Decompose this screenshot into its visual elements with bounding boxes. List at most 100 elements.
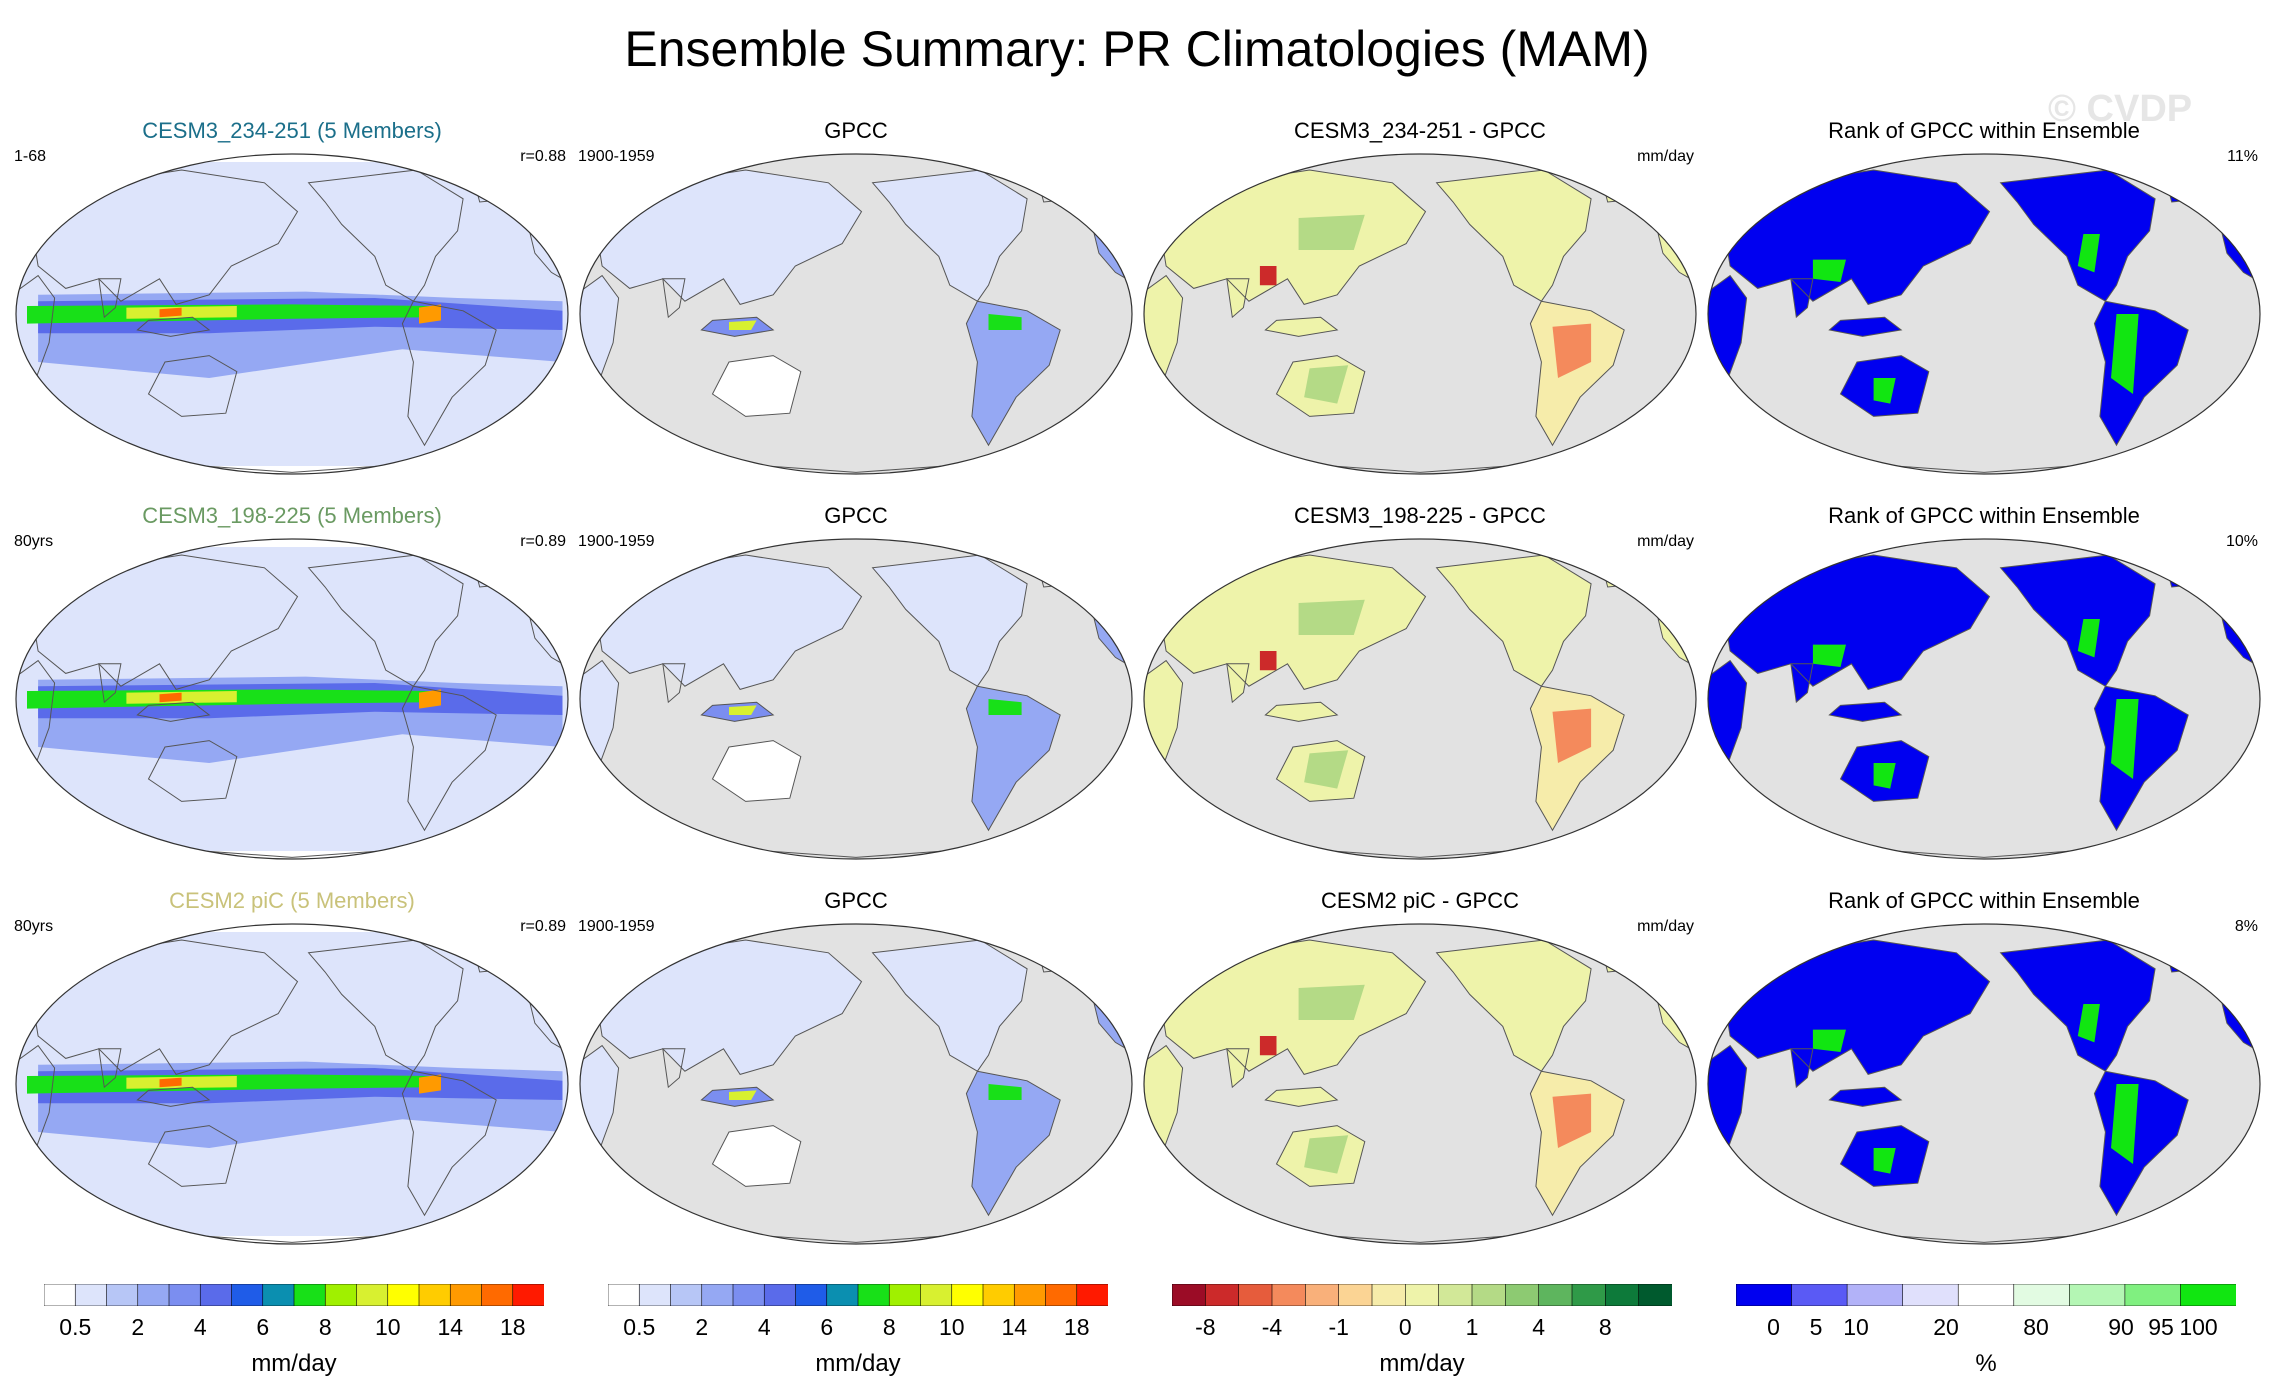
coastline-namerica [1999,939,2156,1072]
colorbar-tick-label: 80 [2023,1314,2049,1340]
coastline-maritime [136,1086,211,1107]
field-contour [2111,314,2139,394]
coastline-australia [147,1125,238,1187]
coastline-africa [580,1044,620,1169]
field-contour [1721,170,1990,305]
colorbar-swatch [763,1284,797,1306]
colorbar-tick-label: 5 [1809,1314,1823,1340]
coastline-samerica [401,685,497,832]
colorbar-swatch [638,1284,672,1306]
coastline-eurasia [29,169,299,305]
field-contour [2077,619,2100,658]
map-border [1707,538,2261,860]
map-border [1707,923,2261,1245]
colorbar-swatch [1338,1284,1373,1306]
coastline-africa [16,274,56,399]
coastline-maritime [1828,701,1903,722]
panel-title: GPCC [824,503,888,528]
coastline-australia [1839,355,1930,417]
map-svg [15,538,569,860]
field-contour [1304,750,1349,789]
coastline-africa [1708,274,1748,399]
colorbar-swatches [608,1284,1108,1306]
map-border [579,923,1133,1245]
field-contour [712,1125,801,1187]
colorbar-swatch [1438,1284,1473,1306]
field-contour [1812,1029,1846,1052]
coastline-africa [1708,1044,1748,1169]
coastline-eurasia [593,554,863,690]
colorbar-swatch [795,1284,828,1306]
coastline-india [1226,1048,1250,1089]
colorbar-swatch [2013,1284,2071,1306]
coastline-samerica [965,1070,1061,1217]
coastline-samerica [965,685,1061,832]
field-contour [1873,378,1896,404]
coastline-africa [1708,659,1748,784]
colorbar-tick-label: -4 [1261,1314,1283,1340]
colorbar-units: mm/day [815,1350,901,1377]
panel-title: Rank of GPCC within Ensemble [1828,118,2140,143]
panel-title: CESM2 piC (5 Members) [169,888,415,913]
colorbar-tick-label: 14 [1001,1314,1028,1340]
panel-right-note: mm/day [1637,533,1694,550]
field-contour [1298,599,1365,635]
field-contour [966,301,1061,446]
panel-right-note: 8% [2234,918,2258,935]
colorbar-swatch [888,1284,922,1306]
field-contour [1436,555,1592,687]
map-svg [579,538,1133,860]
coastline-eurasia [1721,554,1991,690]
coastline-eurasia [29,939,299,1075]
coastline-australia [147,740,238,802]
colorbar-swatch [1791,1284,1849,1306]
field-contour [593,555,862,690]
coastline-eurasia [1157,939,1427,1075]
colorbar-precip2: 0.5 2 4 6 8 10 14 18 mm/day [608,1284,1108,1384]
field-contour [966,1071,1061,1216]
coastline-namerica [307,939,464,1072]
field-layer [16,932,568,1236]
coastline-samerica [401,1070,497,1217]
map-border [1143,153,1697,475]
colorbar-tick-label: 14 [437,1314,464,1340]
field-contour [1552,1093,1592,1148]
field-contour [1829,317,1902,337]
colorbar-tick-label: 0 [1398,1314,1412,1340]
colorbar-swatches [1736,1284,2236,1306]
coastline-namerica [871,169,1028,302]
field-contour [2111,699,2139,779]
field-contour [1304,1135,1349,1174]
colorbar-tick-label: 18 [500,1314,526,1340]
colorbar-swatch [481,1284,514,1306]
field-contour [872,940,1028,1072]
field-contour [729,705,757,715]
coastline-maritime [700,701,775,722]
colorbar-tick-label: 18 [1064,1314,1090,1340]
colorbar-swatch [1371,1284,1407,1306]
colorbar-swatch [293,1284,327,1306]
colorbar-swatch [168,1284,202,1306]
colorbar-tick-label: 20 [1933,1314,1959,1340]
panel-right-note: 10% [2225,533,2258,550]
map-border [1143,923,1697,1245]
panel-title: Rank of GPCC within Ensemble [1828,888,2140,913]
field-layer [1708,160,2260,446]
colorbar-swatch [1271,1284,1307,1306]
field-contour [1552,323,1592,378]
coastline-australia [1839,740,1930,802]
field-contour [1721,555,1990,690]
colorbar-swatch [1605,1284,1640,1306]
field-contour [1829,1087,1902,1107]
map-panel-r1-c2: GPCC 1900-1959 [576,118,1136,478]
field-contour [729,1090,757,1100]
coastline-samerica [1529,1070,1625,1217]
coastline-africa [1144,659,1184,784]
field-contour [1552,708,1592,763]
coastline-india [98,663,122,704]
colorbar-swatch [1013,1284,1047,1306]
colorbar-tick-label: 8 [1598,1314,1612,1340]
colorbar-tick-label: 100 [2179,1314,2218,1340]
field-contour [1436,940,1592,1072]
colorbar-swatch [1172,1284,1207,1306]
